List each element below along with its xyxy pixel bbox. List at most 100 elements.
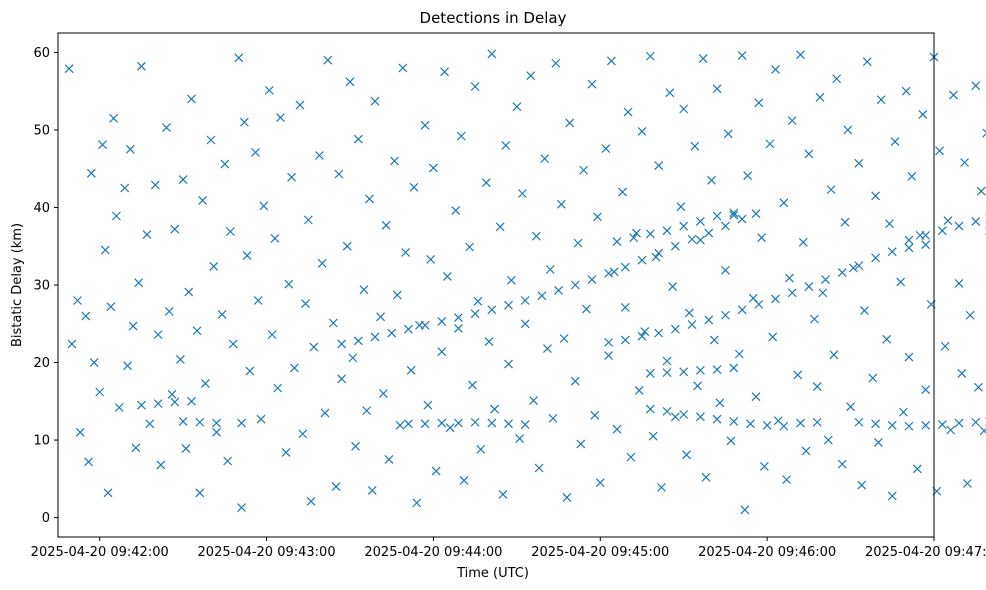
detection-marker: [645, 229, 655, 239]
detection-marker: [657, 482, 666, 492]
detection-marker: [712, 84, 722, 94]
detection-marker: [765, 139, 775, 149]
detection-marker: [668, 282, 678, 291]
detection-marker: [721, 310, 730, 320]
detection-marker: [632, 228, 641, 238]
detection-marker: [212, 418, 221, 428]
detection-marker: [904, 421, 914, 431]
detection-marker: [437, 347, 447, 357]
detection-marker: [723, 129, 733, 139]
detection-marker: [846, 402, 855, 412]
detection-marker: [918, 109, 928, 119]
detection-marker: [153, 330, 163, 340]
detection-marker: [587, 275, 597, 284]
y-tick-label: 40: [33, 201, 50, 216]
detection-marker: [798, 237, 808, 247]
y-tick-label: 10: [33, 434, 50, 449]
detection-marker: [654, 248, 664, 258]
detection-marker: [412, 498, 422, 508]
x-tick-label: 2025-04-20 09:45:00: [531, 545, 669, 560]
detection-marker: [520, 296, 530, 305]
detection-marker: [89, 358, 99, 367]
detection-marker: [771, 65, 780, 74]
detection-marker: [904, 235, 914, 245]
detection-marker: [812, 382, 822, 391]
detection-marker: [979, 426, 986, 436]
detection-marker: [637, 331, 647, 341]
detection-marker: [370, 96, 380, 106]
detection-marker: [637, 255, 647, 265]
detection-marker: [470, 82, 480, 91]
detection-marker: [974, 382, 983, 392]
detection-marker: [451, 206, 461, 215]
detection-marker: [184, 287, 194, 297]
detection-marker: [328, 318, 338, 328]
detection-marker: [662, 406, 672, 416]
detection-marker: [837, 268, 847, 278]
detection-marker: [773, 416, 783, 426]
detection-marker: [431, 466, 441, 476]
detection-marker: [75, 427, 85, 437]
detection-marker: [743, 171, 753, 181]
detection-marker: [957, 368, 967, 378]
detection-marker: [695, 412, 705, 422]
detection-marker: [804, 282, 814, 291]
detection-marker: [832, 74, 842, 84]
detection-marker: [606, 56, 616, 66]
detection-marker: [481, 178, 491, 188]
detection-marker: [771, 294, 780, 304]
detection-marker: [946, 425, 956, 435]
detection-marker: [609, 267, 619, 277]
x-tick-label: 2025-04-20 09:42:00: [31, 545, 169, 560]
detection-marker: [921, 240, 931, 250]
detection-marker: [301, 299, 310, 309]
detection-marker: [181, 444, 191, 454]
detection-marker: [729, 208, 739, 218]
y-tick-label: 30: [33, 279, 50, 294]
detection-marker: [976, 186, 986, 196]
detection-marker: [665, 88, 675, 98]
detection-marker: [676, 202, 686, 212]
detection-marker: [679, 367, 689, 377]
detection-marker: [131, 443, 141, 453]
detection-marker: [801, 446, 811, 456]
detection-marker: [228, 339, 238, 349]
detection-marker: [876, 95, 886, 105]
detection-marker: [829, 350, 839, 360]
detection-marker: [796, 418, 805, 428]
detection-marker: [442, 272, 452, 281]
detection-marker: [123, 361, 132, 371]
detection-marker: [645, 368, 655, 378]
detection-marker: [848, 263, 858, 273]
detection-marker: [120, 183, 130, 193]
x-tick-label: 2025-04-20 09:44:00: [364, 545, 502, 560]
detection-marker: [726, 436, 736, 446]
detection-marker: [570, 376, 580, 386]
detection-marker: [907, 172, 917, 181]
detection-marker: [170, 224, 180, 234]
detection-marker: [128, 321, 138, 331]
detection-marker: [467, 380, 477, 390]
detection-marker: [409, 182, 419, 192]
detection-marker: [954, 221, 964, 231]
detection-marker: [684, 308, 694, 318]
detection-marker: [779, 198, 789, 208]
detection-marker: [175, 355, 185, 364]
detection-marker: [971, 216, 981, 226]
detection-marker: [437, 317, 447, 326]
detection-marker: [551, 58, 561, 68]
detection-marker: [949, 90, 958, 100]
detection-marker: [890, 137, 900, 146]
detection-marker: [473, 296, 483, 306]
detection-marker: [517, 189, 527, 198]
detection-marker: [281, 448, 291, 457]
detection-marker: [640, 327, 650, 336]
detection-marker: [111, 211, 121, 221]
detection-marker: [415, 320, 424, 330]
detection-marker: [167, 389, 177, 399]
detection-marker: [651, 252, 661, 262]
detection-marker: [712, 211, 722, 221]
detection-marker: [787, 116, 797, 126]
detection-marker: [873, 437, 883, 447]
detection-marker: [737, 214, 747, 224]
